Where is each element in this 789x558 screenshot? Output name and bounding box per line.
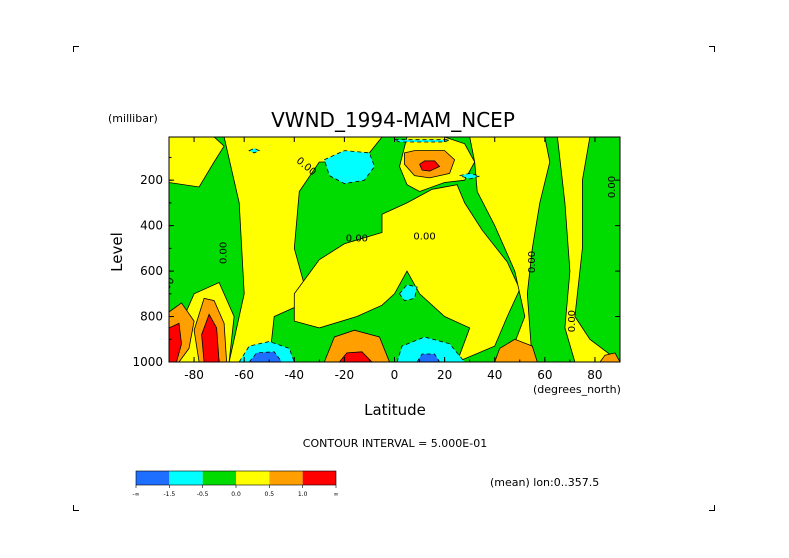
y-tick-label: 800 [140,310,163,324]
contour-label: 0.00 [219,242,230,264]
y-unit-label: (millibar) [108,112,158,125]
y-tick-label: 400 [140,219,163,233]
contour-region-11 [201,313,220,362]
colorbar-label: -0.5 [197,491,209,498]
contour-region-15 [419,160,441,172]
y-tick-label: 200 [140,173,163,187]
contour-region-25 [394,139,450,143]
colorbar-swatch [269,471,303,485]
x-tick-label: 80 [587,368,602,382]
contour-region-12 [323,329,390,362]
contour-region-21 [416,353,441,362]
x-axis-unit: (degrees_north) [533,383,621,396]
average-note: (mean) lon:0..357.5 [490,476,599,489]
contour-region-10 [169,322,182,362]
contour-region-19 [248,351,283,362]
contour-region-22 [323,150,375,185]
contour-label: 0.00 [157,276,178,301]
colorbar-swatch [136,471,170,485]
x-tick-label: -40 [284,368,304,382]
contour-region-23 [458,172,482,180]
contour-label: 0.00 [527,251,538,273]
colorbar-label: -∞ [132,491,139,498]
x-tick-label: -80 [184,368,204,382]
colorbar-swatch [169,471,203,485]
contour-label: 0.00 [607,176,618,198]
contour-region-13 [338,351,373,362]
axis-ticks: -80 -60 -40 -20 0 20 40 60 80 200 400 600 800 1000 [132,137,621,382]
x-axis-label: Latitude [364,401,426,419]
contour-region-17 [599,352,620,362]
contour-region-18 [238,341,295,362]
y-tick-label: 600 [140,264,163,278]
colorbar-label: ∞ [334,491,339,498]
colorbar-swatch [202,471,236,485]
x-tick-label: 40 [487,368,502,382]
colorbar-swatch [236,471,270,485]
contour-region-1 [169,137,225,188]
x-tick-label: 20 [437,368,452,382]
colorbar-label: 1.0 [298,491,308,498]
y-tick-label: 1000 [132,355,163,369]
contour-label: 0.00 [413,231,435,242]
contour-region-6 [556,137,620,362]
x-tick-label: -20 [335,368,355,382]
contour-region-3 [293,184,521,362]
contour-region-16 [494,338,538,362]
plot-area: 0.000.000.00 0.000.000.000.000.00 [157,136,621,363]
contour-label: 0.00 [567,310,578,332]
contour-region-20 [396,336,466,362]
corner-marks [73,46,715,511]
contour-interval-text: CONTOUR INTERVAL = 5.000E-01 [303,437,487,450]
colorbar: -∞ -1.5 -0.5 0.0 0.5 1.0 ∞ [132,470,339,498]
contour-region-24 [398,284,418,302]
colorbar-swatch [302,471,336,485]
y-axis-label: Level [108,232,126,272]
contour-region-26 [248,147,261,154]
x-tick-label: 0 [391,368,399,382]
contour-label: 0.00 [346,234,368,245]
contour-region-5 [469,137,551,362]
chart-title: VWND_1994-MAM_NCEP [271,108,515,132]
colorbar-label: 0.0 [231,491,241,498]
x-tick-label: 60 [537,368,552,382]
x-tick-label: -60 [234,368,254,382]
colorbar-label: 0.5 [265,491,275,498]
colorbar-label: -1.5 [163,491,175,498]
